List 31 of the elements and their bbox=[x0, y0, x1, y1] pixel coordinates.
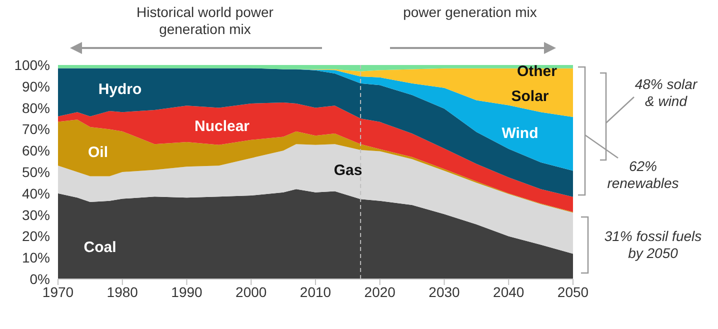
y-tick-label: 30% bbox=[22, 206, 50, 223]
series-label: Other bbox=[516, 63, 558, 80]
series-label: Oil bbox=[88, 144, 108, 161]
series-label: Coal bbox=[84, 239, 116, 256]
x-tick-label: 2040 bbox=[493, 284, 524, 300]
y-tick-label: 50% bbox=[22, 164, 50, 180]
y-tick-label: 90% bbox=[22, 78, 50, 94]
text: 48% solar & wind bbox=[634, 76, 698, 110]
series-label: Solar bbox=[511, 88, 549, 105]
series-label: Gas bbox=[334, 162, 362, 179]
series-label: Hydro bbox=[98, 81, 142, 98]
y-tick-label: 10% bbox=[22, 250, 50, 266]
x-tick-label: 2010 bbox=[300, 284, 332, 300]
y-tick-label: 70% bbox=[22, 121, 50, 138]
x-tick-label: 2020 bbox=[364, 284, 396, 300]
y-tick-label: 40% bbox=[22, 185, 50, 202]
text: 31% fossil fuels by 2050 bbox=[603, 228, 703, 262]
x-tick-label: 1980 bbox=[106, 284, 138, 300]
x-tick-label: 2000 bbox=[236, 284, 267, 300]
y-tick-label: 60% bbox=[22, 142, 50, 159]
text: 62% renewables bbox=[606, 158, 680, 192]
y-tick-label: 100% bbox=[14, 56, 50, 73]
series-label: Nuclear bbox=[194, 118, 250, 135]
text: Historical world power generation mix bbox=[136, 4, 274, 38]
text: power generation mix bbox=[402, 4, 538, 21]
x-tick-label: 1990 bbox=[171, 284, 203, 300]
x-tick-label: 2050 bbox=[557, 284, 589, 300]
x-tick-label: 2030 bbox=[428, 284, 460, 300]
y-tick-label: 80% bbox=[22, 100, 50, 116]
y-tick-label: 20% bbox=[22, 228, 50, 244]
series-label: Wind bbox=[502, 125, 538, 142]
